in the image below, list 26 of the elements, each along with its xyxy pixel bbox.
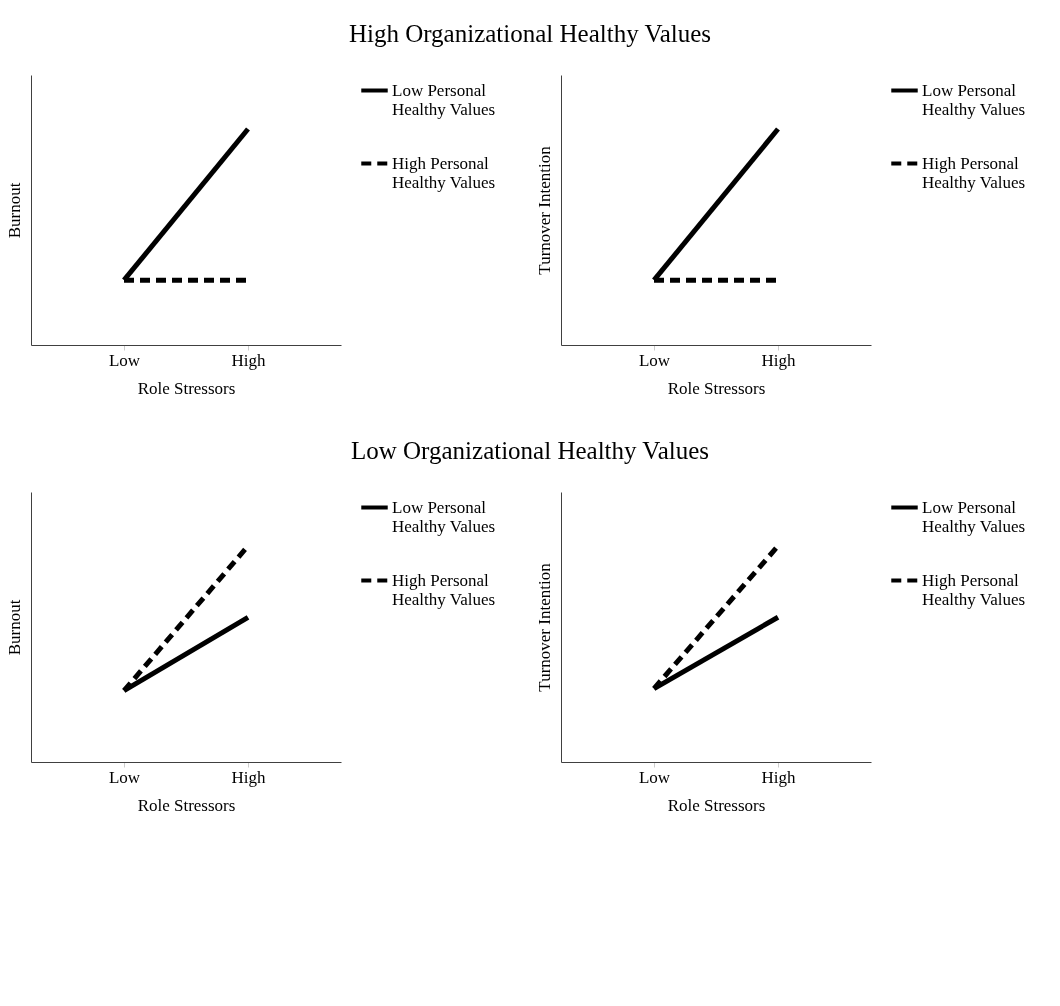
y-axis-title: Turnover Intention xyxy=(534,145,554,275)
legend-label: Low Personal Healthy Values xyxy=(922,80,1026,119)
x-tick-label: Low xyxy=(638,767,671,787)
legend-label: High Personal Healthy Values xyxy=(392,570,496,609)
x-tick-label: Low xyxy=(638,350,671,370)
y-axis-title: Burnout xyxy=(4,599,24,656)
x-tick-label: High xyxy=(761,767,796,787)
legend-label: Low Personal Healthy Values xyxy=(922,497,1026,536)
legend-label: Low Personal Healthy Values xyxy=(392,497,496,536)
legend-label: High Personal Healthy Values xyxy=(922,570,1026,609)
x-tick-label: Low xyxy=(108,350,141,370)
y-axis-title: Turnover Intention xyxy=(534,562,554,692)
text: Low Organizational Healthy Values xyxy=(350,436,710,466)
x-axis-title: Role Stressors xyxy=(137,378,236,398)
text: High Organizational Healthy Values xyxy=(347,19,713,49)
x-tick-label: Low xyxy=(108,767,141,787)
legend-label: Low Personal Healthy Values xyxy=(392,80,496,119)
legend-label: High Personal Healthy Values xyxy=(392,153,496,192)
x-tick-label: High xyxy=(231,767,266,787)
legend-label: High Personal Healthy Values xyxy=(922,153,1026,192)
x-axis-title: Role Stressors xyxy=(667,795,766,815)
x-tick-label: High xyxy=(761,350,796,370)
y-axis-title: Burnout xyxy=(4,182,24,239)
x-tick-label: High xyxy=(231,350,266,370)
x-axis-title: Role Stressors xyxy=(137,795,236,815)
x-axis-title: Role Stressors xyxy=(667,378,766,398)
